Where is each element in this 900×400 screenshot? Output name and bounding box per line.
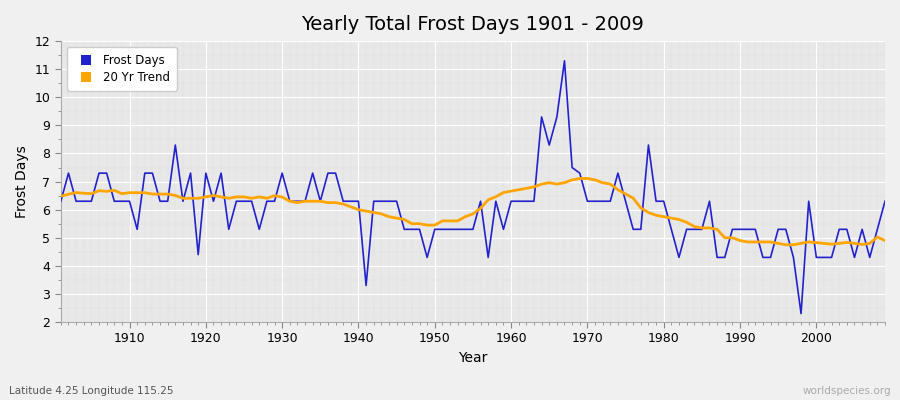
- Legend: Frost Days, 20 Yr Trend: Frost Days, 20 Yr Trend: [67, 47, 177, 91]
- X-axis label: Year: Year: [458, 351, 488, 365]
- Y-axis label: Frost Days: Frost Days: [15, 145, 29, 218]
- Text: worldspecies.org: worldspecies.org: [803, 386, 891, 396]
- Text: Latitude 4.25 Longitude 115.25: Latitude 4.25 Longitude 115.25: [9, 386, 174, 396]
- Title: Yearly Total Frost Days 1901 - 2009: Yearly Total Frost Days 1901 - 2009: [302, 15, 644, 34]
